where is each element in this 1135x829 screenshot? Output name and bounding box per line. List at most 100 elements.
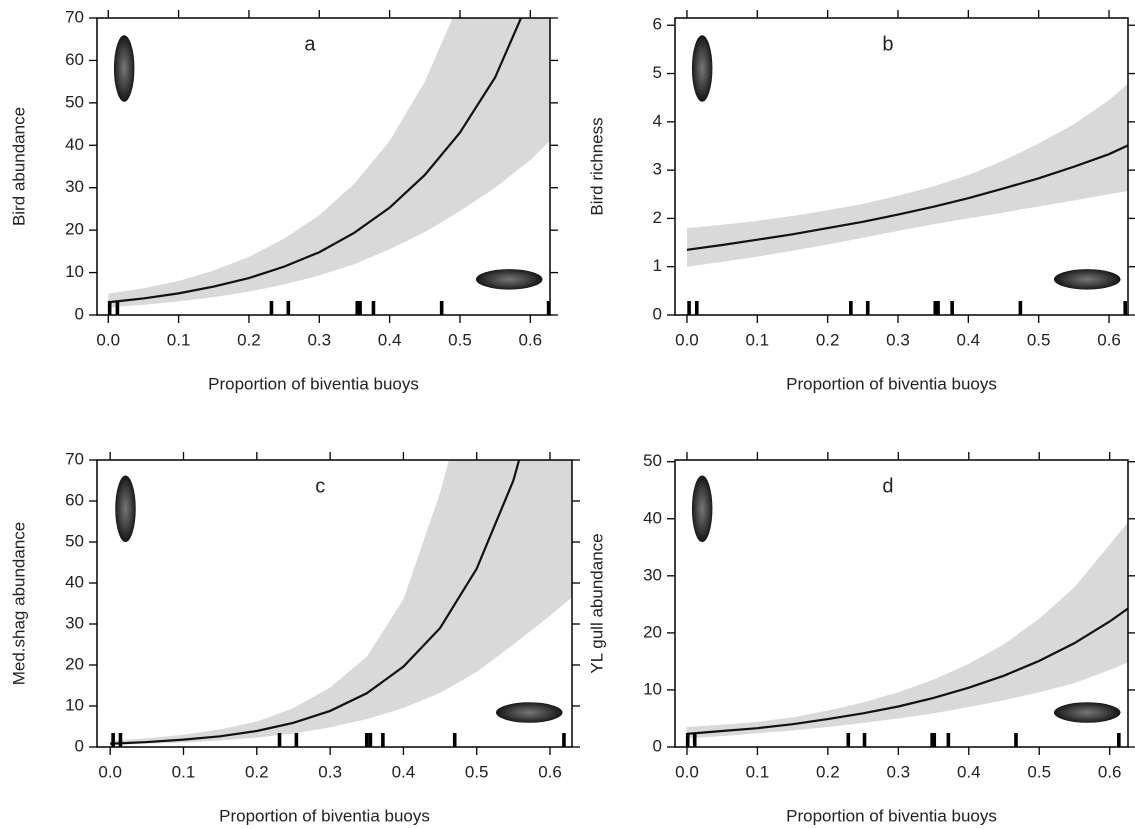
plot-area [107,18,550,315]
rug-mark [452,733,457,747]
y-tick-label: 0 [75,736,84,755]
rug-mark [849,301,853,315]
y-tick-label: 30 [65,177,84,196]
rug-mark [107,301,112,315]
y-tick-label: 6 [653,15,662,34]
x-tick-label: 0.0 [675,762,699,781]
y-tick-label: 40 [65,135,84,154]
rug-mark [286,301,291,315]
y-tick-label: 0 [653,304,662,323]
y-tick-label: 10 [65,695,84,714]
y-tick-label: 50 [643,451,662,470]
fit-line [108,18,523,304]
panel-label: a [304,33,316,55]
rug-mark [862,733,867,747]
x-tick-label: 0.2 [245,762,269,781]
y-tick-label: 10 [65,262,84,281]
x-tick-label: 0.6 [518,330,542,349]
rug-mark [865,301,870,315]
fit-line [686,144,1128,251]
x-tick-label: 0.1 [167,330,191,349]
rug-mark [118,733,123,747]
x-tick-label: 0.0 [675,330,699,349]
rug-mark [1117,733,1121,747]
bird-icon [1052,700,1122,725]
y-tick-label: 40 [65,572,84,591]
x-tick-label: 0.3 [887,762,911,781]
y-tick-label: 20 [643,622,662,641]
panel-label: d [882,475,893,497]
y-tick-label: 4 [653,111,662,130]
rug-mark [933,301,938,315]
x-tick-label: 0.4 [392,762,416,781]
x-tick-label: 0.2 [816,762,840,781]
rug-mark [936,301,940,315]
rug-mark [277,733,282,747]
plot-frame [674,17,1129,316]
rug-mark [111,733,115,747]
plot-frame [96,17,551,316]
x-tick-label: 0.5 [1027,330,1051,349]
y-axis-label: Med.shag abundance [9,522,28,686]
y-axis-label: Bird richness [587,117,606,215]
bird-icon [113,474,138,544]
x-tick-label: 0.4 [957,762,981,781]
fit-line [110,460,521,745]
x-tick-label: 0.2 [816,330,840,349]
rug-mark [1123,301,1127,315]
rug-mark [685,733,690,747]
x-tick-label: 0.1 [745,330,769,349]
plot-area [686,83,1128,315]
rug-mark [932,733,937,747]
y-tick-label: 20 [65,654,84,673]
confidence-band [108,18,550,308]
x-axis-label: Proportion of biventia buoys [208,374,419,393]
x-tick-label: 0.0 [96,330,120,349]
y-tick-label: 30 [65,613,84,632]
bird-icon [690,33,714,104]
y-tick-label: 20 [65,220,84,239]
rug-mark [115,301,120,315]
panel: 0.0 0.1 0.2 0.3 0.4 0.5 0.6 0 10 20 30 40 50 60 70 Prop… [9,7,558,393]
rug-mark [364,733,369,747]
rug-mark [294,733,299,747]
x-tick-label: 0.1 [746,762,770,781]
confidence-band [686,83,1128,267]
rug-mark [1018,301,1023,315]
y-tick-label: 70 [65,449,84,468]
x-tick-label: 0.1 [172,762,196,781]
rug-mark [687,301,691,315]
bird-icon [1052,267,1122,292]
y-tick-label: 2 [653,208,662,227]
fit-line [686,607,1128,735]
x-tick-label: 0.0 [98,762,122,781]
x-tick-label: 0.3 [307,330,331,349]
y-tick-label: 0 [653,736,662,755]
plot-frame [96,459,573,748]
bird-icon [474,267,544,292]
x-tick-label: 0.4 [957,330,981,349]
x-tick-label: 0.3 [886,330,910,349]
bird-icon [494,700,564,725]
rug-mark [695,301,699,315]
plot-frame [674,459,1129,748]
rug-mark [269,301,274,315]
plot-area [685,522,1128,747]
rug-mark [381,733,385,747]
rug-mark [562,733,566,747]
x-tick-label: 0.6 [1098,762,1122,781]
x-tick-label: 0.5 [1027,762,1051,781]
rug-mark [439,301,444,315]
y-tick-label: 0 [75,304,84,323]
x-tick-label: 0.3 [318,762,342,781]
y-tick-label: 50 [65,92,84,111]
rug-mark [355,301,360,315]
rug-mark [692,733,697,747]
panel: 0.0 0.1 0.2 0.3 0.4 0.5 0.6 0 10 20 30 40 50 60 70 Prop… [9,449,580,825]
y-axis-label: Bird abundance [9,107,28,226]
rug-mark [846,733,851,747]
rug-mark [950,301,954,315]
plot-area [110,460,572,747]
y-tick-label: 1 [653,256,662,275]
